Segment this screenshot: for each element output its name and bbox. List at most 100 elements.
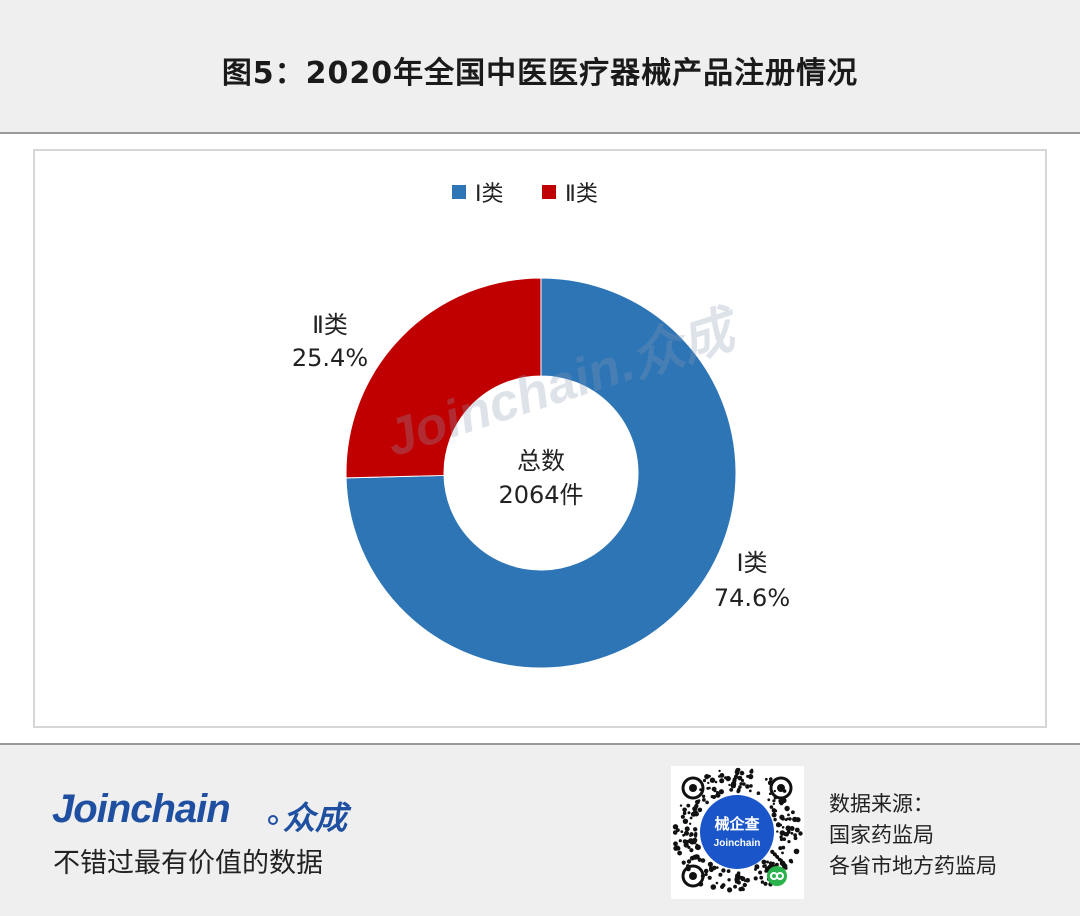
- qr-finder-dot-0: [689, 784, 697, 792]
- qr-dot: [680, 830, 684, 833]
- qr-dot: [763, 881, 768, 886]
- qr-dot: [749, 784, 753, 788]
- qr-dot: [759, 875, 764, 880]
- qr-dot: [753, 876, 758, 881]
- qr-dot: [771, 812, 777, 818]
- qr-dot: [676, 845, 680, 849]
- qr-dot: [677, 850, 682, 856]
- source-item: 各省市地方药监局: [829, 854, 997, 878]
- qr-dot: [715, 792, 721, 798]
- qr-dot: [761, 859, 767, 865]
- qr-dot: [728, 783, 731, 787]
- qr-dot: [734, 876, 740, 883]
- footer: Joinchain 众成 不错过最有价值的数据 械企查 Joinchain 数据…: [0, 743, 1080, 916]
- qr-dot: [748, 789, 752, 793]
- brand-logo-cn: 众成: [283, 799, 348, 837]
- qr-dot: [673, 841, 678, 847]
- qr-dot: [715, 881, 719, 885]
- qr-dot: [709, 777, 716, 783]
- qr-dot: [794, 827, 800, 833]
- qr-dot: [750, 768, 754, 772]
- qr-dot: [704, 872, 708, 877]
- page-title: 图5：2020年全国中医医疗器械产品注册情况: [221, 56, 859, 91]
- qr-dot: [754, 867, 757, 871]
- qr-dot: [740, 778, 745, 783]
- slice-label-name-1: Ⅱ类: [312, 311, 348, 339]
- qr-pattern: [672, 767, 803, 893]
- qr-dot: [748, 774, 754, 780]
- qr-dot: [678, 839, 682, 843]
- qr-dot: [779, 830, 786, 836]
- center-label-total: 2064件: [498, 481, 583, 509]
- chart-frame: Ⅰ类 Ⅱ类 Joinchain.众成 总数 2064件 Ⅱ类 25.4% Ⅰ类 …: [33, 149, 1047, 728]
- qr-dot: [791, 827, 795, 831]
- qr-dot: [711, 786, 717, 792]
- qr-dot: [742, 782, 746, 786]
- qr-dot: [672, 824, 679, 830]
- qr-dot: [772, 802, 775, 806]
- qr-dot: [760, 880, 765, 884]
- qr-finder-0: [681, 776, 705, 800]
- qr-dot: [703, 868, 709, 874]
- brand-logo: Joinchain: [52, 787, 231, 831]
- qr-dot: [771, 808, 777, 813]
- qr-dot: [688, 838, 694, 844]
- qr-dot: [707, 861, 713, 867]
- qr-dot: [782, 837, 786, 841]
- qr-dot: [793, 848, 800, 855]
- qr-dot: [779, 835, 783, 839]
- qr-dot: [707, 781, 710, 785]
- qr-dot: [790, 860, 794, 864]
- qr-dot: [697, 799, 701, 802]
- qr-dot: [714, 780, 718, 784]
- qr-dot: [672, 830, 678, 835]
- qr-dot: [787, 840, 791, 844]
- qr-dot: [686, 859, 692, 864]
- qr-dot: [682, 807, 687, 813]
- qr-dot: [710, 795, 714, 799]
- qr-finder-2: [681, 864, 705, 888]
- qr-dot: [764, 866, 770, 871]
- qr-dot: [692, 806, 698, 812]
- qr-dot: [693, 811, 699, 817]
- qr-dot: [721, 883, 726, 888]
- qr-dot: [776, 830, 779, 833]
- slice-label-name-0: Ⅰ类: [736, 549, 767, 577]
- qr-dot: [769, 862, 774, 867]
- qr-dot: [781, 845, 786, 850]
- qr-dot: [706, 786, 710, 790]
- qr-dot: [793, 833, 797, 837]
- qr-dot: [784, 866, 788, 870]
- qr-code[interactable]: 械企查 Joinchain: [671, 766, 804, 899]
- qr-dot: [773, 817, 777, 822]
- qr-dot: [784, 832, 789, 837]
- qr-dot: [775, 822, 781, 828]
- qr-dot: [795, 818, 799, 822]
- donut-slice-0: [345, 277, 737, 669]
- qr-dot: [773, 789, 776, 793]
- center-label-title: 总数: [517, 447, 565, 475]
- qr-dot: [727, 887, 733, 893]
- qr-dot: [702, 778, 707, 783]
- brand-slogan: 不错过最有价值的数据: [53, 848, 323, 879]
- brand-dot-icon: [268, 815, 278, 825]
- qr-dot: [709, 866, 713, 870]
- legend-swatch-1: [542, 185, 556, 199]
- qr-dot: [718, 769, 721, 773]
- qr-dot: [785, 825, 792, 832]
- qr-dot: [787, 813, 790, 817]
- qr-dot: [745, 878, 750, 883]
- legend-label-0: Ⅰ类: [475, 182, 504, 207]
- qr-dot: [679, 804, 683, 807]
- qr-dot: [784, 805, 790, 812]
- slice-label-value-0: 74.6%: [714, 584, 790, 612]
- qr-dot: [788, 817, 792, 821]
- qr-dot: [711, 865, 717, 871]
- qr-dot: [794, 836, 797, 839]
- qr-dot: [697, 807, 703, 813]
- qr-dot: [739, 770, 745, 776]
- qr-dot: [738, 785, 742, 789]
- qr-dot: [689, 848, 694, 853]
- qr-dot: [744, 879, 747, 882]
- qr-dot: [736, 788, 741, 792]
